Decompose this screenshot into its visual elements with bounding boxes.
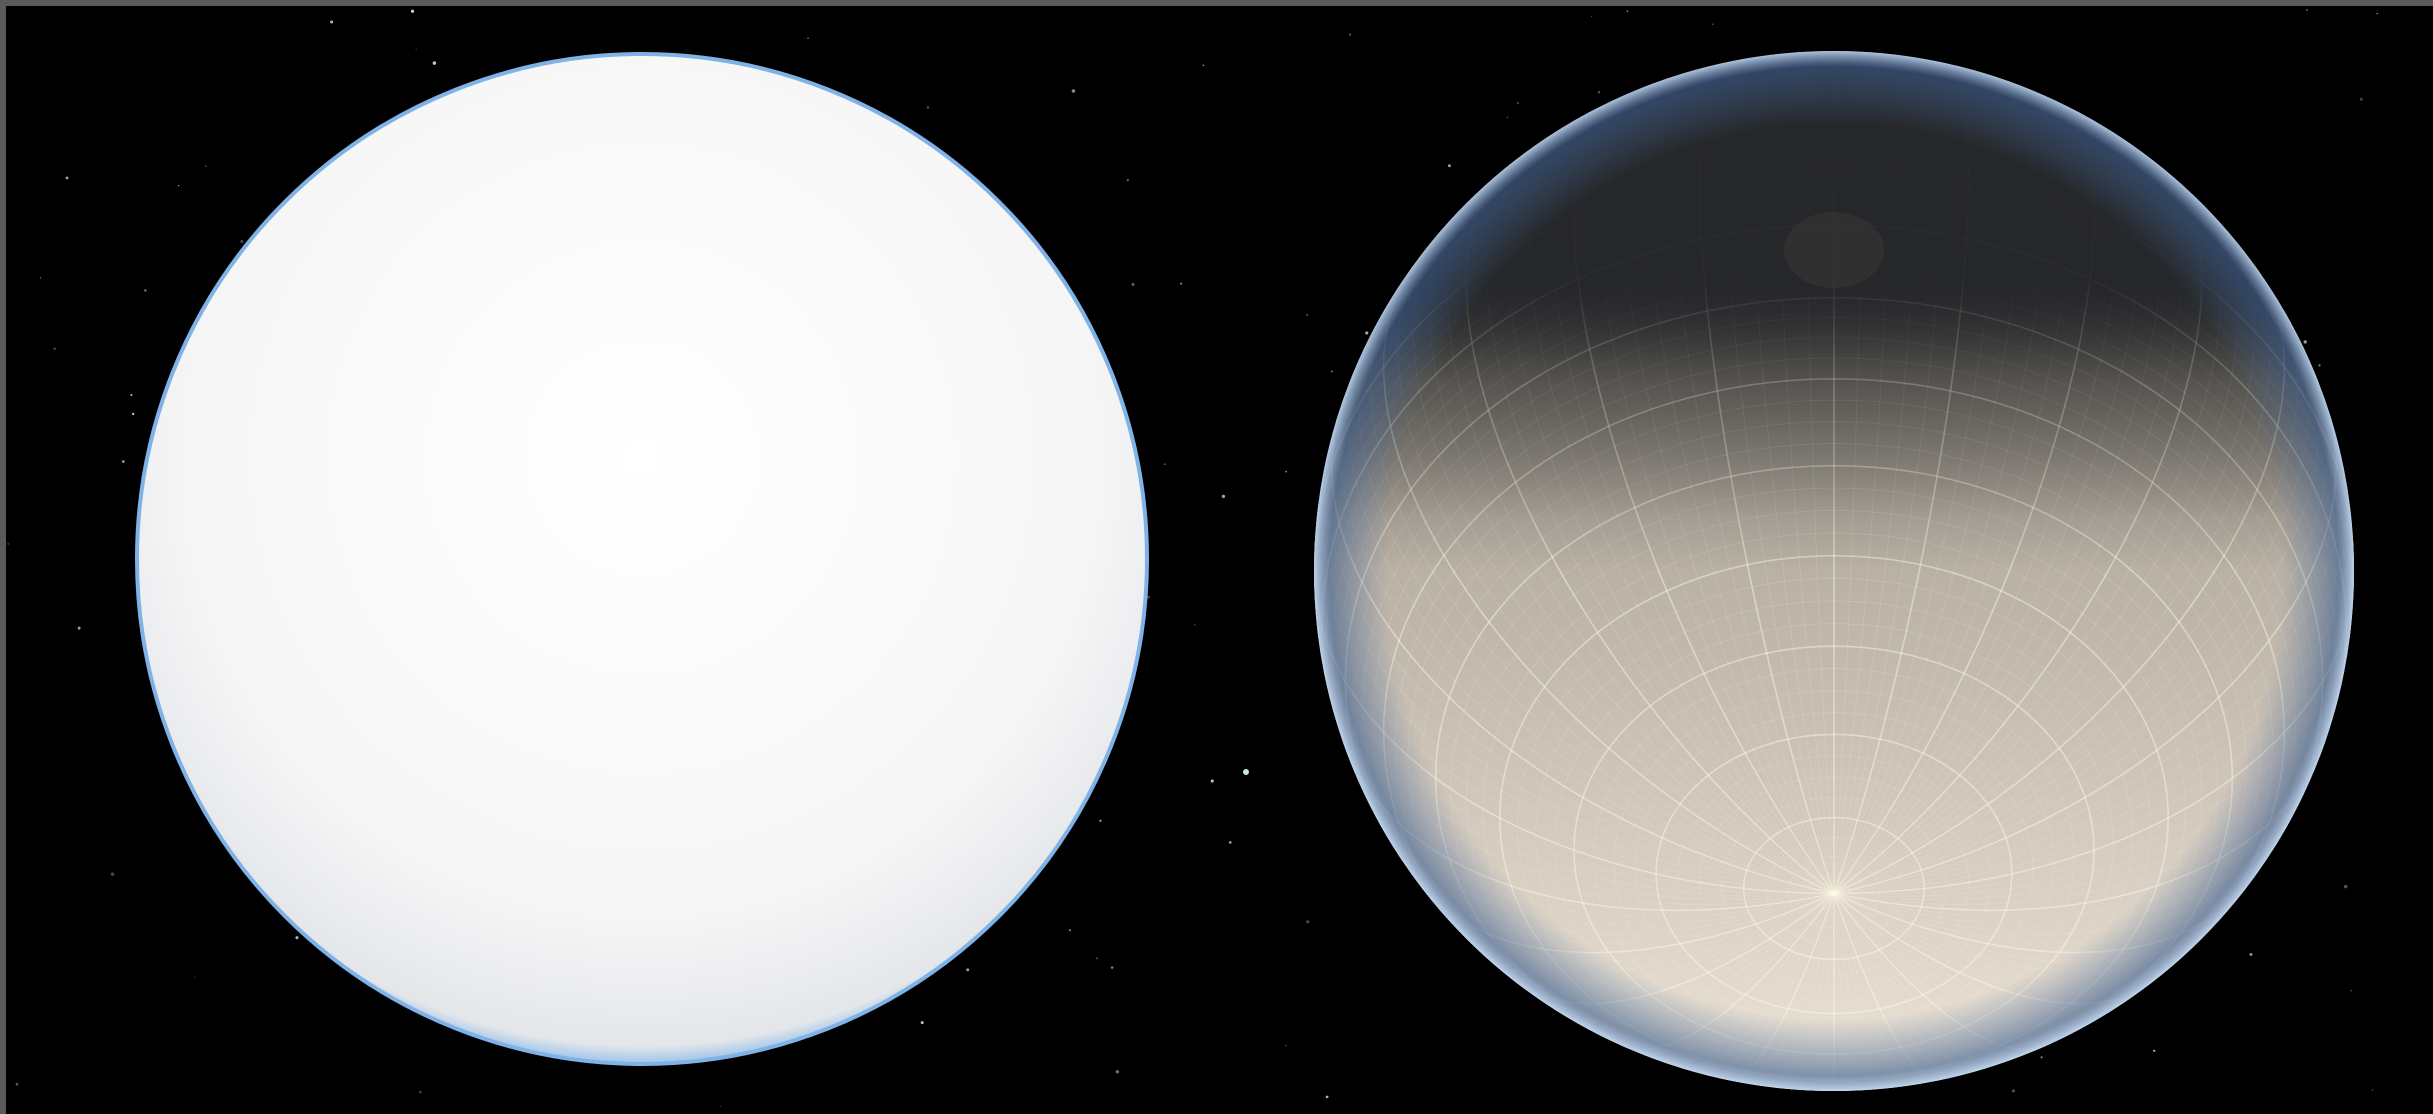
star — [1712, 23, 1714, 25]
star — [2249, 952, 2253, 956]
star — [1517, 101, 1520, 105]
star — [130, 393, 133, 397]
star — [419, 1091, 422, 1094]
star — [2343, 884, 2348, 889]
star — [926, 106, 930, 109]
star — [1164, 463, 1166, 465]
star — [1228, 841, 1232, 844]
star — [1306, 920, 1310, 924]
star — [144, 289, 147, 292]
star — [2371, 1089, 2374, 1091]
star — [2376, 12, 2378, 15]
star — [1202, 64, 1205, 67]
star — [240, 239, 244, 244]
star — [1506, 116, 1509, 119]
star — [1071, 89, 1076, 93]
star — [920, 1021, 924, 1025]
star — [194, 976, 196, 978]
star — [1095, 957, 1098, 960]
star — [1115, 1070, 1120, 1074]
star — [1285, 1044, 1287, 1047]
star — [2350, 989, 2352, 992]
star — [121, 460, 125, 463]
star — [719, 1105, 722, 1108]
star — [2153, 1049, 2156, 1052]
star — [330, 20, 334, 24]
star — [177, 184, 180, 187]
star — [1180, 282, 1183, 285]
star — [7, 542, 10, 546]
star — [2305, 9, 2308, 12]
star — [39, 277, 42, 279]
star — [1099, 819, 1102, 822]
star — [2318, 364, 2321, 367]
star — [1147, 595, 1151, 599]
star — [132, 412, 135, 416]
star — [410, 9, 415, 13]
star — [1591, 15, 1593, 18]
star — [1325, 1095, 1329, 1099]
star — [1306, 313, 1309, 316]
star — [1448, 164, 1451, 168]
star — [110, 872, 115, 876]
star — [53, 347, 56, 351]
star — [1194, 624, 1196, 626]
star — [2359, 97, 2363, 101]
star — [65, 176, 69, 180]
star — [2303, 340, 2307, 344]
left-planet — [137, 54, 1147, 1064]
star — [966, 968, 970, 972]
star — [1131, 282, 1135, 286]
star — [432, 61, 437, 65]
star — [1110, 966, 1114, 969]
star — [1626, 10, 1629, 13]
star — [1126, 179, 1130, 182]
star — [295, 936, 299, 940]
star — [1243, 769, 1249, 775]
right-planet-rim — [1314, 51, 2354, 1091]
star — [204, 165, 207, 168]
star — [1068, 929, 1072, 932]
star — [1221, 494, 1226, 499]
left-planet-rim — [135, 52, 1149, 1066]
star — [1331, 370, 1333, 373]
pole-spot — [1784, 212, 1884, 288]
star — [415, 48, 417, 50]
star — [77, 626, 81, 630]
star — [2011, 1089, 2015, 1093]
star — [1285, 470, 1287, 473]
star — [1349, 33, 1351, 36]
star — [2040, 1056, 2043, 1059]
star — [807, 37, 809, 39]
star — [1210, 779, 1214, 783]
star — [1365, 331, 1369, 335]
star — [1597, 91, 1601, 94]
star — [15, 1082, 19, 1086]
